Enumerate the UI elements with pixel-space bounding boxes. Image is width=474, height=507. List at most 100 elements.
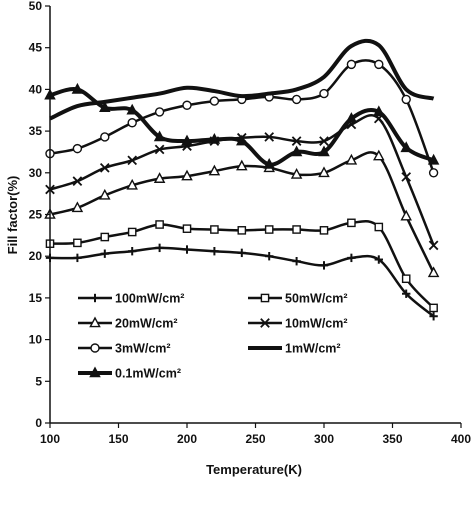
- data-point: [290, 167, 303, 179]
- legend-label: 1mW/cm²: [285, 342, 341, 356]
- y-tick-label: 50: [29, 0, 43, 13]
- data-point: [400, 141, 412, 153]
- data-point: [153, 130, 166, 142]
- data-point: [236, 159, 248, 171]
- data-point: [155, 220, 164, 229]
- data-point: [128, 246, 137, 256]
- data-point: [263, 157, 275, 169]
- data-point: [71, 201, 84, 213]
- data-point: [374, 222, 384, 232]
- data-point: [153, 172, 166, 183]
- data-point: [182, 100, 192, 110]
- data-point: [99, 101, 111, 113]
- data-point: [401, 172, 412, 182]
- legend-label: 100mW/cm²: [115, 292, 184, 306]
- data-point: [264, 225, 274, 234]
- legend-marker: [260, 293, 270, 303]
- series-line: [49, 246, 435, 318]
- data-point: [291, 136, 302, 146]
- data-point: [291, 94, 302, 105]
- legend-item: 50mW/cm²: [248, 292, 348, 306]
- legend-marker: [90, 343, 100, 353]
- data-point: [155, 243, 164, 253]
- data-point: [427, 153, 440, 165]
- data-point: [236, 134, 248, 146]
- series-5: [49, 38, 435, 121]
- data-point: [319, 88, 329, 99]
- legend-marker: [260, 318, 270, 328]
- data-point: [290, 145, 303, 157]
- x-tick-label: 150: [108, 432, 128, 446]
- data-point: [373, 149, 385, 161]
- legend-item: 3mW/cm²: [78, 342, 171, 356]
- data-point: [208, 164, 221, 176]
- data-point: [265, 252, 274, 261]
- data-point: [71, 82, 84, 94]
- data-point: [374, 255, 383, 264]
- data-point: [401, 274, 411, 284]
- data-point: [428, 240, 439, 251]
- legend-label: 50mW/cm²: [285, 292, 348, 306]
- data-point: [72, 176, 83, 186]
- data-point: [209, 96, 220, 106]
- data-point: [73, 253, 82, 263]
- data-point: [400, 209, 412, 221]
- data-point: [237, 248, 246, 258]
- x-tick-label: 200: [177, 432, 197, 446]
- plot-area: [44, 38, 440, 321]
- legend-marker: [89, 316, 101, 328]
- legend-marker: [89, 366, 101, 378]
- data-point: [374, 59, 384, 70]
- data-point: [181, 169, 193, 181]
- data-point: [127, 155, 138, 166]
- legend-label: 3mW/cm²: [115, 342, 171, 356]
- x-tick-label: 250: [245, 432, 265, 446]
- legend: 100mW/cm² 50mW/cm² 20mW/cm² 10mW/cm² 3mW/cm²…: [78, 292, 348, 381]
- data-point: [182, 224, 192, 233]
- data-point: [99, 162, 110, 173]
- y-tick-label: 20: [29, 249, 43, 263]
- data-point: [345, 153, 358, 165]
- y-tick-label: 0: [35, 416, 42, 430]
- data-point: [126, 178, 138, 190]
- legend-item: 1mW/cm²: [248, 342, 341, 356]
- y-tick-label: 35: [29, 124, 43, 138]
- legend-item: 20mW/cm²: [78, 317, 178, 331]
- x-tick-label: 100: [40, 432, 60, 446]
- x-axis-label: Temperature(K): [206, 462, 302, 477]
- x-tick-label: 400: [451, 432, 471, 446]
- legend-item: 10mW/cm²: [248, 317, 348, 331]
- data-point: [181, 134, 193, 146]
- series-2: [44, 149, 440, 278]
- legend-marker: [90, 293, 100, 303]
- data-point: [429, 303, 438, 313]
- data-point: [319, 136, 329, 146]
- data-point: [154, 107, 165, 117]
- data-point: [100, 249, 109, 258]
- y-tick-label: 10: [29, 333, 43, 347]
- data-point: [401, 94, 411, 105]
- y-tick-label: 15: [29, 291, 43, 305]
- series-6: [44, 82, 440, 169]
- data-point: [319, 226, 329, 235]
- data-point: [373, 105, 385, 117]
- y-tick-label: 45: [29, 41, 43, 55]
- data-point: [154, 144, 165, 155]
- data-point: [100, 132, 110, 142]
- data-point: [182, 245, 192, 254]
- data-point: [427, 266, 440, 278]
- data-point: [292, 257, 301, 266]
- legend-label: 20mW/cm²: [115, 317, 178, 331]
- y-tick-label: 30: [29, 166, 43, 180]
- data-point: [319, 261, 329, 270]
- data-point: [347, 218, 356, 228]
- legend-label: 0.1mW/cm²: [115, 367, 181, 381]
- x-tick-label: 350: [382, 432, 402, 446]
- data-point: [100, 232, 110, 242]
- data-point: [126, 103, 138, 115]
- y-tick-label: 40: [29, 82, 43, 96]
- data-point: [264, 132, 275, 142]
- data-point: [318, 145, 330, 157]
- y-tick-label: 5: [35, 374, 42, 388]
